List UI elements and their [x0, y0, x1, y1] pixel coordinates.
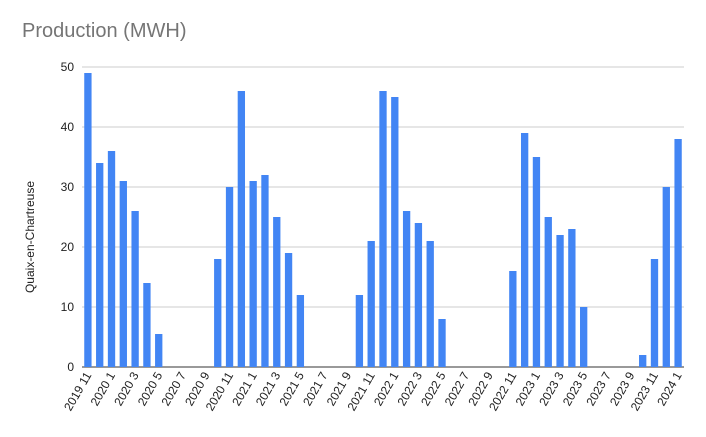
bar: [402, 211, 411, 367]
x-tick-label: 2024 1: [654, 369, 685, 408]
y-axis-ticks: 0 10 20 30 40 50: [61, 60, 75, 374]
bar: [662, 187, 670, 367]
bar: [509, 271, 517, 367]
y-tick-label: 40: [61, 120, 75, 134]
y-tick-label: 30: [61, 180, 75, 194]
bar: [438, 319, 446, 367]
bar: [225, 187, 234, 367]
bar: [249, 181, 257, 367]
bar: [237, 91, 246, 367]
bar: [391, 97, 399, 367]
bar: [84, 73, 92, 367]
bar: [544, 217, 552, 367]
y-axis-label: Quaix-en-Chartreuse: [23, 181, 37, 293]
bar: [520, 133, 529, 367]
bar: [143, 283, 151, 367]
y-tick-label: 0: [67, 360, 74, 374]
bar: [214, 259, 222, 367]
bar: [284, 253, 293, 367]
bar: [96, 163, 104, 367]
bar: [639, 355, 647, 367]
bar: [556, 235, 564, 367]
bar: [131, 211, 139, 367]
bar: [414, 223, 423, 367]
bar: [650, 259, 659, 367]
bar: [580, 307, 588, 367]
bar: [367, 241, 375, 367]
bar: [261, 175, 269, 367]
bar: [674, 139, 682, 367]
bar: [107, 151, 116, 367]
bar: [426, 241, 434, 367]
bar: [355, 295, 364, 367]
bar: [568, 229, 576, 367]
chart-title: Production (MWH): [22, 20, 187, 42]
bar: [273, 217, 281, 367]
bar: [119, 181, 127, 367]
bar: [532, 157, 541, 367]
bar: [155, 334, 163, 367]
y-tick-label: 10: [61, 300, 75, 314]
y-tick-label: 50: [61, 60, 75, 74]
bar: [296, 295, 305, 367]
x-tick-label: 2019 11: [61, 369, 95, 413]
bars: [84, 73, 682, 367]
y-tick-label: 20: [61, 240, 75, 254]
bar: [379, 91, 387, 367]
